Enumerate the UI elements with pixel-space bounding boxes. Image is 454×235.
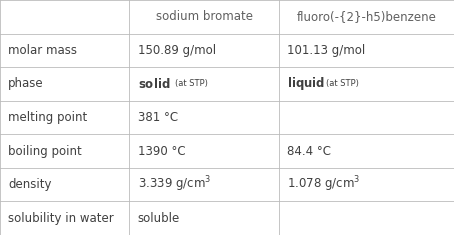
Text: 1.078 g/cm$^3$: 1.078 g/cm$^3$: [287, 175, 361, 194]
Text: (at STP): (at STP): [175, 79, 207, 88]
Text: 150.89 g/mol: 150.89 g/mol: [138, 44, 216, 57]
Text: sodium bromate: sodium bromate: [156, 10, 253, 23]
Text: boiling point: boiling point: [8, 145, 82, 158]
Text: 101.13 g/mol: 101.13 g/mol: [287, 44, 365, 57]
Text: $\bf{liquid}$: $\bf{liquid}$: [287, 75, 326, 92]
Text: (at STP): (at STP): [326, 79, 359, 88]
Text: density: density: [8, 178, 52, 191]
Text: molar mass: molar mass: [8, 44, 77, 57]
Text: fluoro(-{2}-h5)benzene: fluoro(-{2}-h5)benzene: [296, 10, 437, 23]
Text: 381 °C: 381 °C: [138, 111, 178, 124]
Text: soluble: soluble: [138, 212, 180, 225]
Text: melting point: melting point: [8, 111, 88, 124]
Text: 3.339 g/cm$^3$: 3.339 g/cm$^3$: [138, 175, 211, 194]
Text: 84.4 °C: 84.4 °C: [287, 145, 331, 158]
Text: 1390 °C: 1390 °C: [138, 145, 185, 158]
Text: $\bf{solid}$: $\bf{solid}$: [138, 77, 170, 91]
Text: phase: phase: [8, 77, 44, 90]
Text: solubility in water: solubility in water: [8, 212, 114, 225]
